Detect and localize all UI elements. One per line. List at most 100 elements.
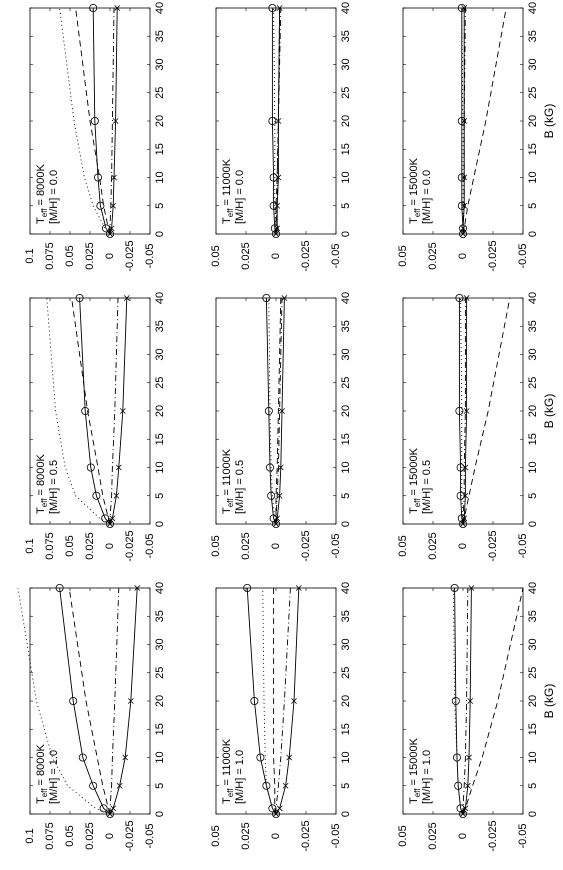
point-circle	[99, 804, 108, 813]
y-tick-label: 0.025	[84, 822, 96, 850]
y-tick-label: 0.025	[240, 822, 252, 850]
point-cross	[112, 118, 119, 124]
x-tick-label: 5	[527, 493, 539, 499]
x-tick-label: 0	[527, 811, 539, 817]
point-circle	[78, 753, 87, 762]
point-cross	[274, 225, 281, 232]
series-dashdot	[109, 587, 120, 814]
point-cross	[276, 492, 283, 499]
x-tick-label: 15	[527, 143, 539, 155]
series-dashdot	[275, 297, 283, 524]
teff-annotation: Teff = 8000K	[35, 744, 49, 804]
point-cross	[114, 5, 121, 11]
x-tick-label: 25	[340, 377, 352, 389]
x-tick-label: 40	[154, 582, 166, 594]
x-tick-label: 30	[340, 348, 352, 360]
y-tick-label: 0.025	[427, 532, 439, 560]
series-dashdot	[462, 7, 466, 234]
x-tick-label: 30	[527, 638, 539, 650]
point-circle	[89, 781, 98, 790]
x-tick-label: 10	[340, 171, 352, 183]
point-cross	[291, 698, 297, 704]
series-crosses	[109, 7, 118, 235]
series-dashed	[75, 7, 111, 235]
point-cross	[122, 754, 129, 761]
x-tick-label: 5	[527, 203, 539, 209]
x-tick-label: 30	[154, 638, 166, 650]
metallicity-annotation: [M/H] = 1.0	[234, 750, 246, 804]
point-cross	[462, 464, 469, 471]
x-tick-label: 30	[527, 348, 539, 360]
series-dashed	[273, 588, 277, 815]
point-circle	[92, 491, 101, 500]
y-tick-label: 0.075	[44, 242, 56, 270]
metallicity-annotation: [M/H] = 1.0	[48, 750, 60, 804]
point-circle	[81, 406, 90, 415]
x-tick-label: 15	[527, 723, 539, 735]
series-crosses	[109, 297, 128, 525]
x-tick-label: 30	[154, 348, 166, 360]
y-tick-label: 0	[457, 253, 469, 259]
y-tick-label: 0	[270, 543, 282, 549]
series-dashdot	[462, 587, 469, 814]
series-dashed	[462, 297, 511, 525]
x-tick-label: 0	[340, 811, 352, 817]
series-circles	[79, 297, 111, 525]
y-tick-label: -0.025	[124, 530, 136, 561]
metallicity-annotation: [M/H] = 0.5	[234, 460, 246, 514]
x-tick-label: 20	[527, 115, 539, 127]
y-tick-label: -0.025	[124, 820, 136, 851]
panel-1-1: 0 5 10 15 20 25 30 35 40 -0.05 -0.025 0 0.025 0.05 0.0…	[24, 2, 166, 272]
x-tick-label: 20	[154, 695, 166, 707]
y-tick-label: -0.025	[300, 530, 312, 561]
point-circle	[89, 4, 98, 12]
x-tick-label: 30	[340, 638, 352, 650]
teff-annotation: Teff = 15000K	[408, 157, 422, 224]
x-tick-label: 25	[340, 667, 352, 679]
point-cross	[110, 805, 117, 812]
y-tick-label: 0.05	[210, 825, 222, 846]
metallicity-annotation: [M/H] = 0.0	[234, 170, 246, 224]
point-cross	[295, 585, 302, 591]
panel-1-3: 0 5 10 15 20 25 30 35 40 -0.05 -0.025 0 0.025 0.05 0.0…	[17, 582, 166, 852]
panel-2-1: 0 5 10 15 20 25 30 35 40 -0.05 -0.025 0 0.025 0.05 Tef…	[210, 2, 352, 272]
y-tick-label: -0.05	[144, 243, 156, 268]
y-tick-label: -0.05	[517, 533, 529, 558]
x-tick-label: 10	[527, 461, 539, 473]
point-circle	[457, 173, 466, 182]
point-circle	[451, 697, 460, 706]
x-tick-label: 15	[154, 143, 166, 155]
series-dashdot	[109, 7, 115, 234]
point-circle	[256, 753, 265, 762]
point-cross	[276, 805, 283, 812]
panel-3-1: 0 5 10 15 20 25 30 35 40 -0.05 -0.025 0 0.025 0.05 Tef…	[397, 2, 556, 272]
point-cross	[463, 408, 470, 414]
x-tick-label: 5	[340, 203, 352, 209]
point-cross	[274, 515, 281, 522]
y-tick-label: -0.05	[144, 533, 156, 558]
x-tick-label: 15	[527, 433, 539, 445]
metallicity-annotation: [M/H] = 0.5	[421, 460, 433, 514]
x-tick-label: 20	[527, 405, 539, 417]
metallicity-annotation: [M/H] = 0.0	[48, 170, 60, 224]
y-tick-label: -0.05	[144, 823, 156, 848]
x-tick-label: 0	[154, 231, 166, 237]
x-tick-label: 10	[340, 461, 352, 473]
series-dashdot	[275, 7, 282, 234]
y-tick-label: 0	[270, 253, 282, 259]
point-circle	[94, 173, 103, 182]
point-circle	[86, 463, 95, 472]
metallicity-annotation: [M/H] = 0.5	[48, 460, 60, 514]
point-circle	[455, 406, 464, 415]
panel-2-2: 0 5 10 15 20 25 30 35 40 -0.05 -0.025 0 0.025 0.05 Tef…	[210, 292, 352, 562]
series-circles	[454, 587, 464, 815]
x-tick-label: 40	[154, 2, 166, 14]
panel-3-2: 0 5 10 15 20 25 30 35 40 -0.05 -0.025 0 0.025 0.05 Tef…	[397, 292, 556, 562]
metallicity-annotation: [M/H] = 1.0	[421, 750, 433, 804]
point-cross	[466, 754, 472, 761]
point-circle	[55, 584, 64, 593]
x-tick-label: 25	[527, 667, 539, 679]
y-tick-label: 0	[104, 543, 116, 549]
panel-2-3: 0 5 10 15 20 25 30 35 40 -0.05 -0.025 0 0.025 0.05 Tef…	[210, 582, 352, 852]
point-cross	[110, 202, 117, 209]
